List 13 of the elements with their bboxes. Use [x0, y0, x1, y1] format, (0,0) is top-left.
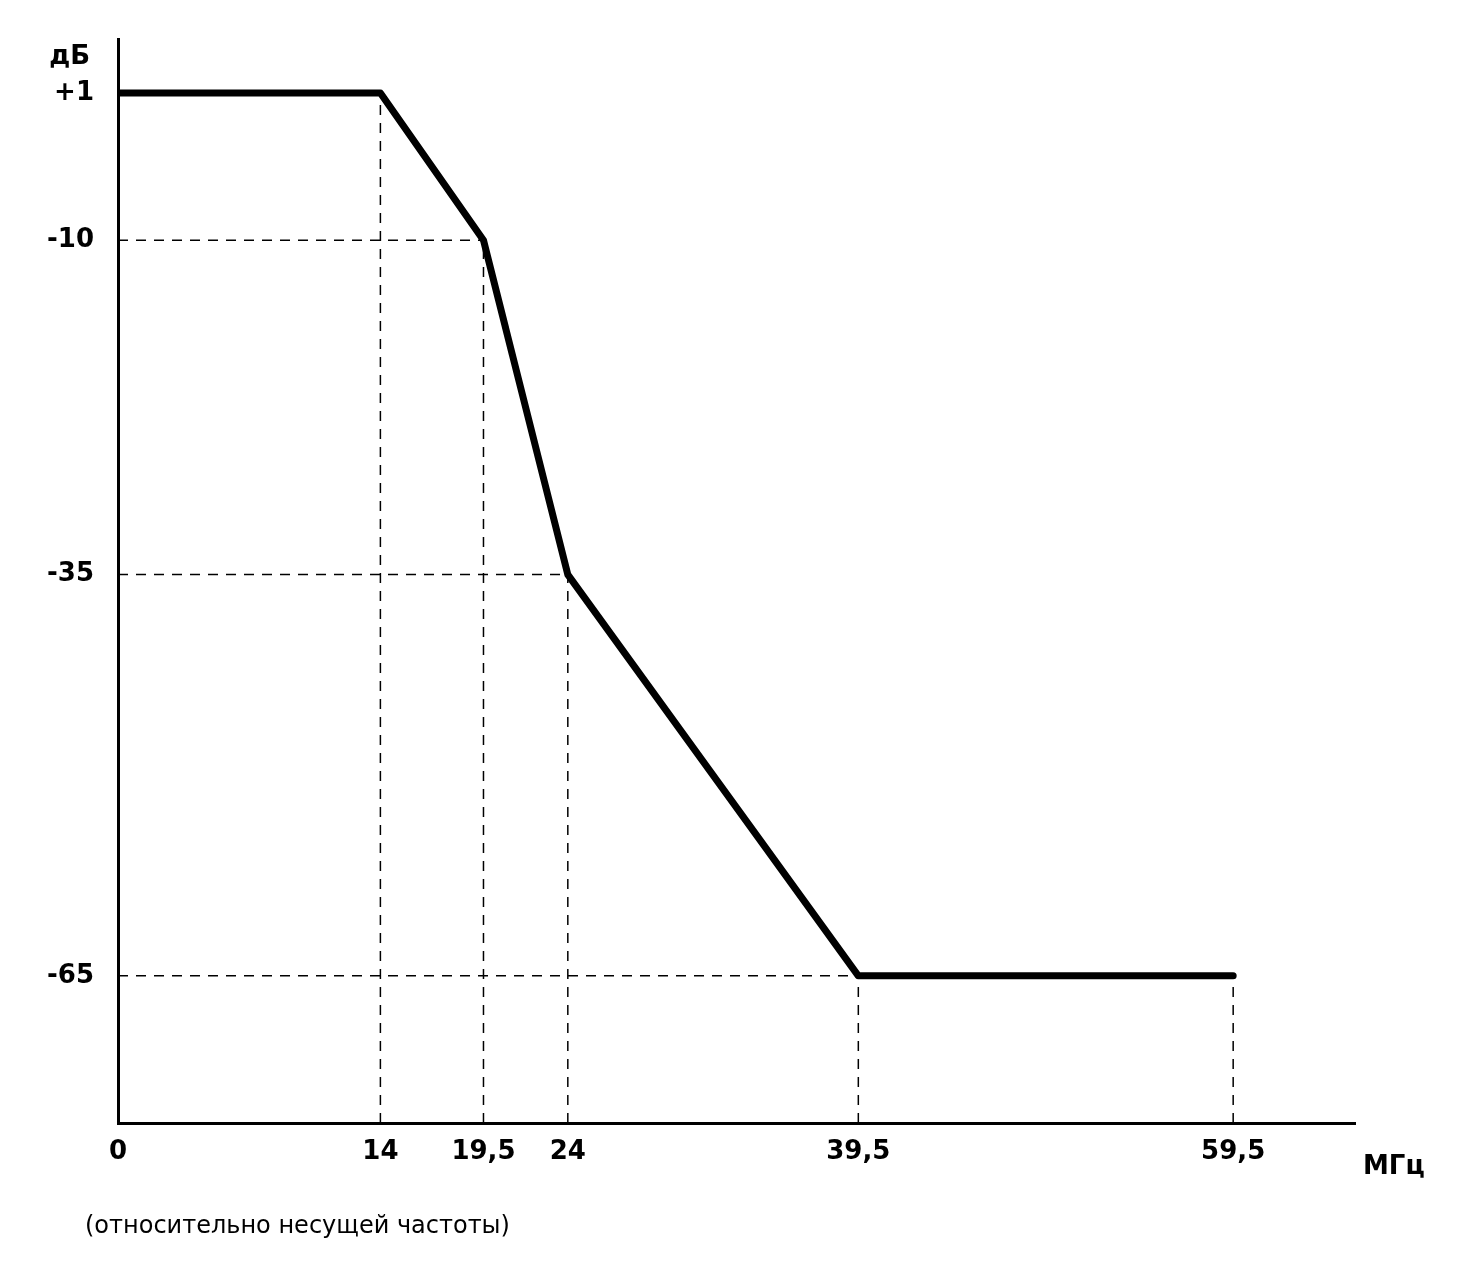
- x-tick-label: 24: [549, 1135, 586, 1166]
- y-tick-label: +1: [54, 75, 94, 106]
- text: (относительно несущей частоты): [85, 1211, 510, 1240]
- y-tick-label: -35: [47, 557, 94, 588]
- x-tick-label: 14: [362, 1135, 399, 1166]
- y-tick-label: -10: [47, 222, 94, 253]
- y-axis-title: дБ: [49, 39, 90, 70]
- x-tick-label: 0: [108, 1135, 128, 1166]
- x-tick-label: 39,5: [826, 1135, 891, 1166]
- y-tick-label: -65: [47, 958, 94, 989]
- x-tick-label: 59,5: [1201, 1135, 1266, 1166]
- x-tick-label: 19,5: [451, 1135, 516, 1166]
- x-axis-title: МГц: [1363, 1149, 1425, 1180]
